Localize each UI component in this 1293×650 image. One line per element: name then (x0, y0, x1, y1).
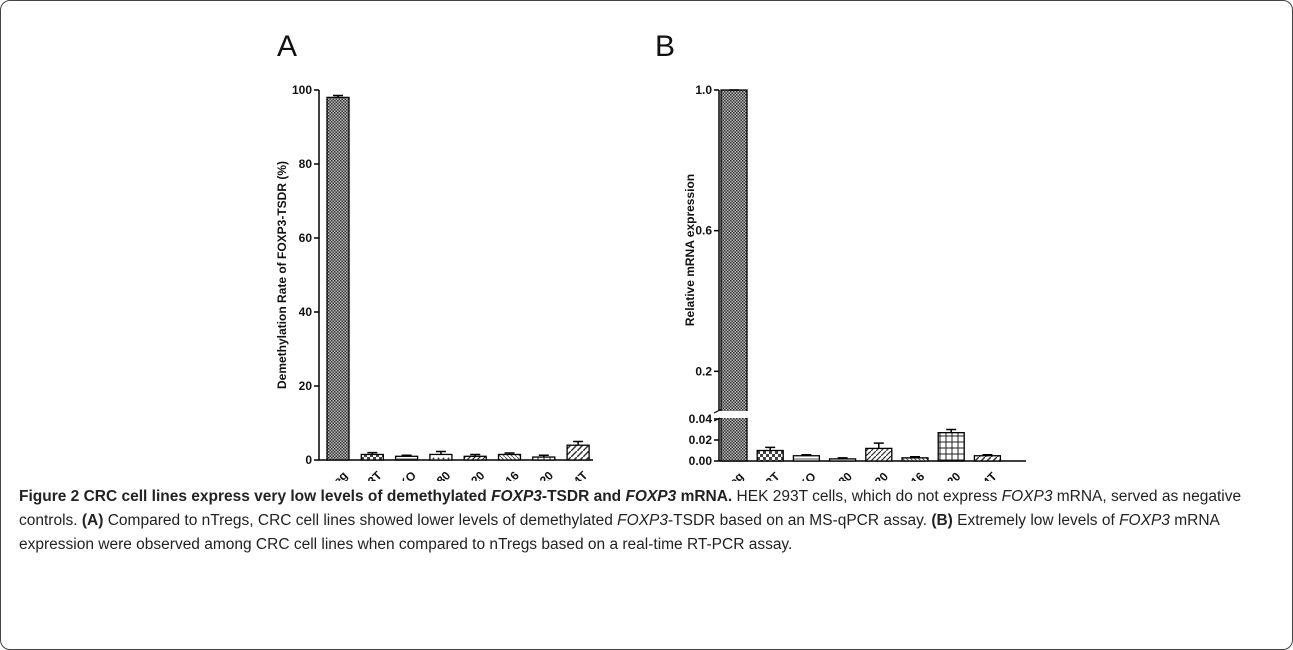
bar (497, 453, 522, 461)
error-bar (504, 452, 515, 455)
y-tick-label: 20 (299, 379, 313, 393)
panel-label: A (277, 30, 297, 63)
bar-break (720, 411, 748, 418)
caption-segment: FOXP3 (625, 488, 677, 505)
bar (973, 455, 1002, 462)
charts: A Demethylation Rate of FOXP3-TSDR (%) 0 20… (275, 30, 1026, 481)
error-bar (573, 440, 584, 446)
y-tick-label: 0 (305, 453, 312, 467)
caption-segment: FOXP3 (617, 512, 668, 529)
y-tick-label: 0.2 (695, 364, 712, 378)
error-bar (435, 450, 446, 455)
caption: Figure 2 CRC cell lines express very low… (19, 485, 1269, 557)
y-tick-label: 0.04 (689, 412, 713, 426)
caption-segment: mRNA expression were observed among CRC … (19, 512, 1220, 553)
caption-segment: -TSDR and (541, 488, 626, 505)
caption-segment: mRNA. (676, 488, 733, 505)
bar (937, 431, 965, 462)
y-tick-label: 0.00 (689, 454, 713, 468)
bar (720, 89, 748, 462)
caption-segment: -TSDR based on an MS-qPCR assay. (668, 512, 932, 529)
bar (756, 449, 784, 462)
error-bar (367, 451, 378, 455)
caption-segment: FOXP3 (1001, 488, 1053, 505)
bar (865, 447, 893, 462)
bar (792, 455, 821, 462)
bar (429, 453, 453, 461)
y-tick-label: 80 (299, 157, 313, 171)
y-tick-label: 60 (299, 231, 313, 245)
error-bar (982, 453, 993, 456)
caption-segment: mRNA, served as negative controls. (19, 488, 1242, 529)
caption-segment: (B) (931, 512, 953, 529)
error-bar (538, 454, 549, 458)
y-axis-label: Relative mRNA expression (683, 174, 697, 326)
bar (828, 458, 857, 462)
caption-segment: FOXP3 (1119, 512, 1170, 529)
x-tick-label: SW620 (450, 468, 488, 481)
x-tick-label: HCT116 (481, 468, 522, 481)
bar (532, 456, 556, 461)
error-bar (801, 453, 812, 456)
caption-segment: FOXP3 (491, 488, 542, 505)
error-bar (765, 446, 776, 451)
x-tick-label: SW480 (416, 468, 454, 481)
error-bar (910, 456, 920, 458)
error-bar (333, 94, 343, 98)
y-tick-label: 40 (299, 305, 313, 319)
y-tick-label: 0.6 (695, 224, 712, 238)
error-bar (946, 428, 957, 433)
panel-label: B (655, 30, 675, 63)
bar (360, 453, 384, 461)
x-tick-label: SW620 (853, 469, 891, 481)
bar (463, 455, 487, 461)
caption-segment: Figure 2 CRC cell lines express very low… (19, 488, 492, 505)
error-bar (873, 442, 884, 449)
x-tick-label: HCT116 (886, 469, 927, 481)
caption-segment: HEK 293T cells, which do not express (732, 488, 1002, 505)
error-bar (470, 453, 481, 457)
caption-segment: (A) (81, 512, 104, 529)
x-tick-label: nTreg (317, 468, 350, 481)
caption-segment: Compared to nTregs, CRC cell lines showe… (103, 512, 618, 529)
y-axis-label: Demethylation Rate of FOXP3-TSDR (%) (275, 161, 289, 389)
bar (901, 457, 929, 462)
y-tick-label: 0.02 (689, 433, 713, 447)
error-bar (401, 454, 412, 457)
x-tick-label: RKO (390, 468, 419, 481)
bar (566, 444, 590, 461)
x-tick-label: RKO (790, 469, 819, 481)
y-tick-label: 1.0 (695, 83, 712, 97)
error-bar (837, 457, 848, 459)
x-tick-label: SW480 (817, 469, 855, 481)
bar (394, 455, 419, 461)
caption-segment: Extremely low levels of (952, 512, 1120, 529)
bar (326, 96, 350, 461)
y-tick-label: 100 (292, 83, 312, 97)
x-tick-label: nTreg (713, 469, 746, 481)
